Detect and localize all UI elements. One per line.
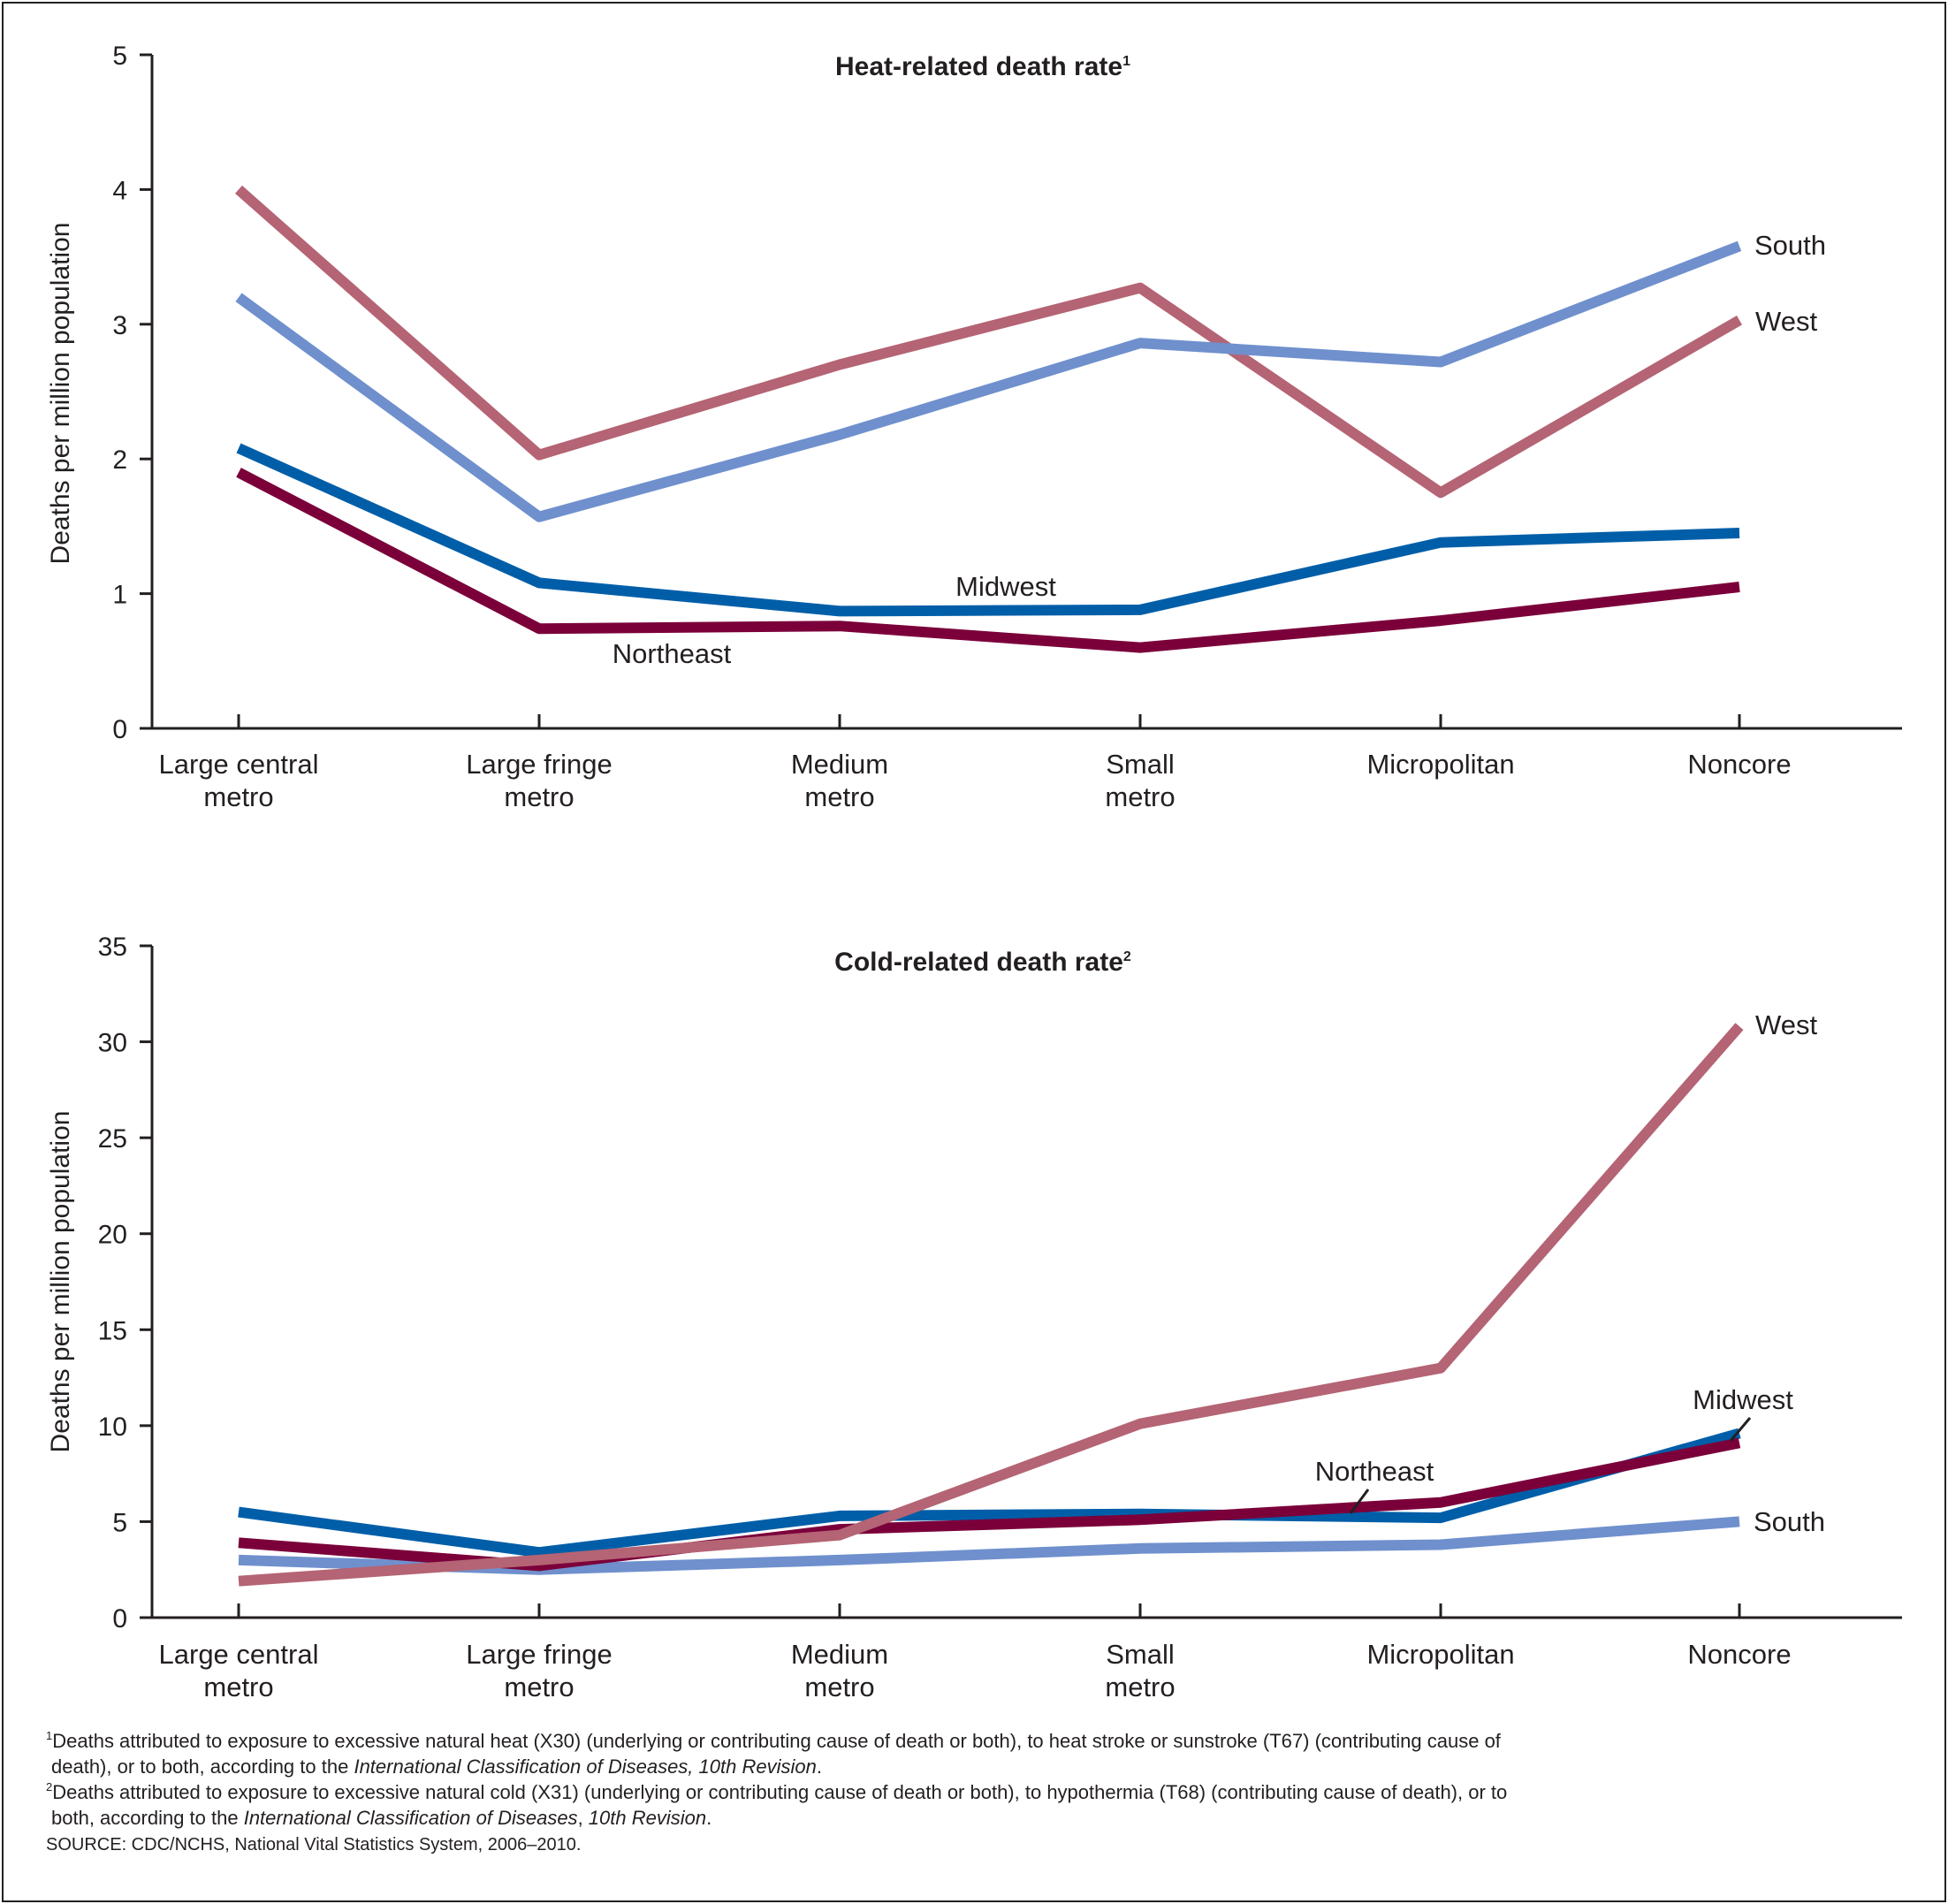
figure-canvas: Heat-related death rate1 Deaths per mill… (46, 42, 1902, 1702)
cold-y-tick-label: 5 (112, 1508, 127, 1537)
footnote-2: 2Deaths attributed to exposure to excess… (46, 1780, 1508, 1803)
cold-category-label-medium-metro: Medium metro (791, 1639, 888, 1702)
cold-category-label-micropolitan: Micropolitan (1366, 1639, 1514, 1670)
source-note: SOURCE: CDC/NCHS, National Vital Statist… (46, 1835, 582, 1854)
heat-series-line-south (235, 240, 1742, 522)
heat-category-label-large-central-metro: Large central metro (159, 749, 319, 812)
cold-series-label-midwest: Midwest (1693, 1384, 1793, 1415)
cold-y-tick-label: 15 (98, 1316, 127, 1345)
heat-series-label-midwest: Midwest (955, 571, 1056, 602)
heat-y-tick-label: 1 (112, 581, 127, 610)
heat-chart-title: Heat-related death rate1 (835, 52, 1130, 81)
heat-category-label-micropolitan: Micropolitan (1366, 749, 1514, 780)
heat-series-label-south: South (1754, 230, 1826, 261)
heat-series-line-northeast (236, 468, 1740, 653)
cold-series-label-west: West (1755, 1009, 1817, 1040)
cold-chart-title: Cold-related death rate2 (834, 948, 1131, 977)
cold-leader-midwest (1729, 1417, 1752, 1442)
cold-series-line-midwest (238, 1428, 1741, 1558)
cold-y-tick-label: 10 (98, 1413, 127, 1442)
cold-y-tick-label: 0 (112, 1604, 127, 1634)
cold-y-tick-label: 30 (98, 1029, 127, 1058)
cold-leader-northeast (1349, 1489, 1370, 1514)
heat-y-tick-label: 4 (112, 176, 127, 205)
cold-series-label-south: South (1754, 1506, 1825, 1537)
heat-y-tick-label: 0 (112, 715, 127, 744)
cold-category-label-small-metro: Small metro (1105, 1639, 1175, 1702)
footnote-2-continued: both, according to the International Cla… (51, 1807, 712, 1829)
heat-category-label-large-fringe-metro: Large fringe metro (466, 749, 612, 812)
heat-category-label-small-metro: Small metro (1105, 749, 1175, 812)
heat-y-axis-title: Deaths per million population (46, 223, 75, 565)
cold-y-tick-label: 20 (98, 1221, 127, 1250)
cold-series-label-northeast: Northeast (1315, 1456, 1434, 1487)
heat-series-label-west: West (1755, 306, 1817, 337)
heat-chart: Heat-related death rate1 Deaths per mill… (46, 42, 1902, 812)
heat-category-label-medium-metro: Medium metro (791, 749, 888, 812)
cold-category-label-large-fringe-metro: Large fringe metro (466, 1639, 612, 1702)
cold-category-label-noncore: Noncore (1687, 1639, 1791, 1670)
footnotes: 1Deaths attributed to exposure to excess… (46, 1728, 1902, 1858)
heat-y-tick-label: 3 (112, 311, 127, 340)
heat-y-tick-label: 5 (112, 42, 127, 71)
cold-series-line-west (238, 1023, 1744, 1587)
heat-category-label-noncore: Noncore (1687, 749, 1791, 780)
cold-y-tick-label: 35 (98, 933, 127, 962)
heat-series-label-northeast: Northeast (613, 638, 732, 669)
cold-y-axis-title: Deaths per million population (46, 1111, 75, 1453)
heat-series-line-west (235, 185, 1742, 499)
footnote-1-continued: death), or to both, according to the Int… (51, 1755, 822, 1778)
heat-y-tick-label: 2 (112, 446, 127, 475)
cold-y-tick-label: 25 (98, 1124, 127, 1154)
cold-category-label-large-central-metro: Large central metro (159, 1639, 319, 1702)
footnote-1: 1Deaths attributed to exposure to excess… (46, 1729, 1501, 1752)
heat-series-line-midwest (236, 443, 1740, 617)
cold-chart: Cold-related death rate2 Deaths per mill… (46, 933, 1902, 1702)
